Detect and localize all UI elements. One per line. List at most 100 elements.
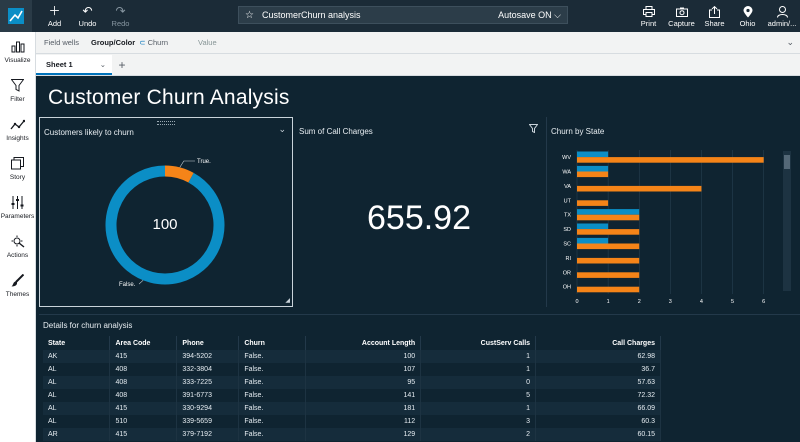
y-category-label: SD [563,227,571,233]
column-header-state[interactable]: State [43,336,111,350]
table-row[interactable]: AR 415 379-7192 False. 129 2 60.15 [43,428,661,441]
location-pin-icon [743,5,753,19]
table-row[interactable]: AL 415 330-9294 False. 181 1 66.09 [43,402,661,415]
table-cell: 1 [420,363,537,376]
add-sheet-button[interactable]: + [112,55,132,75]
page-title: Customer Churn Analysis [48,86,290,109]
table-cell: False. [238,350,307,363]
table-row[interactable]: AK 415 394-5202 False. 100 1 62.98 [43,350,661,363]
nav-actions[interactable]: Actions [0,227,35,266]
bar-wa-true[interactable] [577,165,609,172]
table-cell: 339-5659 [176,415,240,428]
bar-wv-true[interactable] [577,151,609,158]
group-color-field[interactable]: ⊂ Churn [139,38,169,47]
table-title: Details for churn analysis [43,321,133,330]
kpi-visual[interactable]: Sum of Call Charges 655.92 [295,117,544,307]
bar-oh-false[interactable] [577,286,640,293]
column-header-call-charges[interactable]: Call Charges [535,336,661,350]
nav-filter[interactable]: Filter [0,71,35,110]
x-tick-label: 1 [607,299,610,303]
table-row[interactable]: AL 408 332-3804 False. 107 1 36.7 [43,363,661,376]
filter-icon[interactable] [528,124,539,135]
print-button[interactable]: Print [632,0,665,32]
star-icon[interactable]: ☆ [245,9,254,21]
drag-handle-icon[interactable] [157,121,175,125]
table-cell: 415 [109,428,178,441]
camera-icon [675,5,688,19]
nav-parameters[interactable]: Parameters [0,188,35,227]
region-button[interactable]: Ohio [731,0,764,32]
bar-wa-false[interactable] [577,171,609,178]
table-cell: 408 [109,363,178,376]
add-button[interactable]: ＋ Add [47,4,62,28]
table-cell: False. [238,402,307,415]
chevron-down-icon[interactable]: ⌄ [278,124,286,134]
table-row[interactable]: AL 408 333-7225 False. 95 0 57.63 [43,376,661,389]
nav-insights[interactable]: Insights [0,110,35,149]
column-header-churn[interactable]: Churn [238,336,307,350]
bar-wv-false[interactable] [577,157,764,163]
bar-ri-false[interactable] [577,257,640,264]
chevron-down-icon[interactable]: ⌄ [99,59,106,69]
table-cell: False. [238,428,307,441]
bar-sc-false[interactable] [577,243,640,250]
table-cell: AL [43,389,111,402]
bar-chart-visual[interactable]: Churn by State 0 1 2 3 4 5 6 WV WA VA UT TX SD SC RI OR… [546,117,800,307]
table-cell: 330-9294 [176,402,240,415]
y-category-label: WA [562,170,571,176]
table-cell: False. [238,363,307,376]
y-category-label: TX [564,213,571,219]
bar-sd-false[interactable] [577,229,640,235]
bar-or-false[interactable] [577,272,640,278]
share-button[interactable]: Share [698,0,731,32]
user-menu-button[interactable]: admin/... [764,0,800,32]
resize-handle-icon[interactable]: ◢ [285,298,290,304]
x-tick-label: 2 [638,299,641,303]
collapse-chevron-icon[interactable]: ⌄ [786,37,794,47]
column-header-phone[interactable]: Phone [176,336,240,350]
group-color-label: Group/Color [91,38,136,47]
nav-themes[interactable]: Themes [0,266,35,305]
nav-story[interactable]: Story [0,149,35,188]
tab-sheet-1[interactable]: Sheet 1 ⌄ [36,55,112,75]
bar-va-false[interactable] [577,185,702,192]
field-wells-bar[interactable]: Field wells Group/Color ⊂ Churn Value ⌄ [36,32,800,54]
sliders-icon [11,195,24,213]
analysis-name[interactable]: CustomerChurn analysis [261,10,361,20]
bar-sc-true[interactable] [577,237,609,244]
nav-visualize[interactable]: Visualize [0,32,35,71]
table-cell: 129 [305,428,422,441]
table-visual[interactable]: Details for churn analysis State Area Cod… [39,314,800,442]
redo-button[interactable]: ↷ Redo [111,4,130,28]
user-icon [776,5,788,19]
donut-chart-visual[interactable]: Customers likely to churn ⌄ 100 True. Fa… [39,117,293,307]
donut-slice-true[interactable] [164,165,194,183]
dimension-icon: ⊂ [139,38,146,47]
value-field-well[interactable]: Value [198,38,217,47]
donut-slice-false[interactable] [105,165,225,285]
bar-tx-true[interactable] [577,209,640,215]
field-wells-title[interactable]: Field wells [44,38,80,47]
table-cell: 408 [109,389,178,402]
autosave-dropdown[interactable]: Autosave ON ⌵ [498,9,561,20]
chevron-down-icon: ⌵ [554,9,561,20]
undo-button[interactable]: ↶ Undo [78,4,97,28]
undo-icon: ↶ [82,4,93,18]
bar-ut-false[interactable] [577,200,609,206]
table-row[interactable]: AL 408 391-6773 False. 141 5 72.32 [43,389,661,402]
column-header-area-code[interactable]: Area Code [109,336,178,350]
column-header-account-length[interactable]: Account Length [305,336,422,350]
quicksight-logo-icon[interactable] [0,0,32,32]
table-cell: 95 [305,376,422,389]
column-header-custserv-calls[interactable]: CustServ Calls [420,336,537,350]
chart-scroll-thumb[interactable] [784,155,790,169]
bar-tx-false[interactable] [577,214,640,221]
bar-sd-true[interactable] [577,223,609,230]
table-cell: 394-5202 [176,350,240,363]
chart-scrollbar[interactable] [783,151,791,291]
analysis-name-bar[interactable]: ☆ CustomerChurn analysis Autosave ON ⌵ [238,6,568,24]
capture-button[interactable]: Capture [665,0,698,32]
table-cell: 60.15 [535,428,661,441]
table-row[interactable]: AL 510 339-5659 False. 112 3 60.3 [43,415,661,428]
share-icon [709,5,720,19]
